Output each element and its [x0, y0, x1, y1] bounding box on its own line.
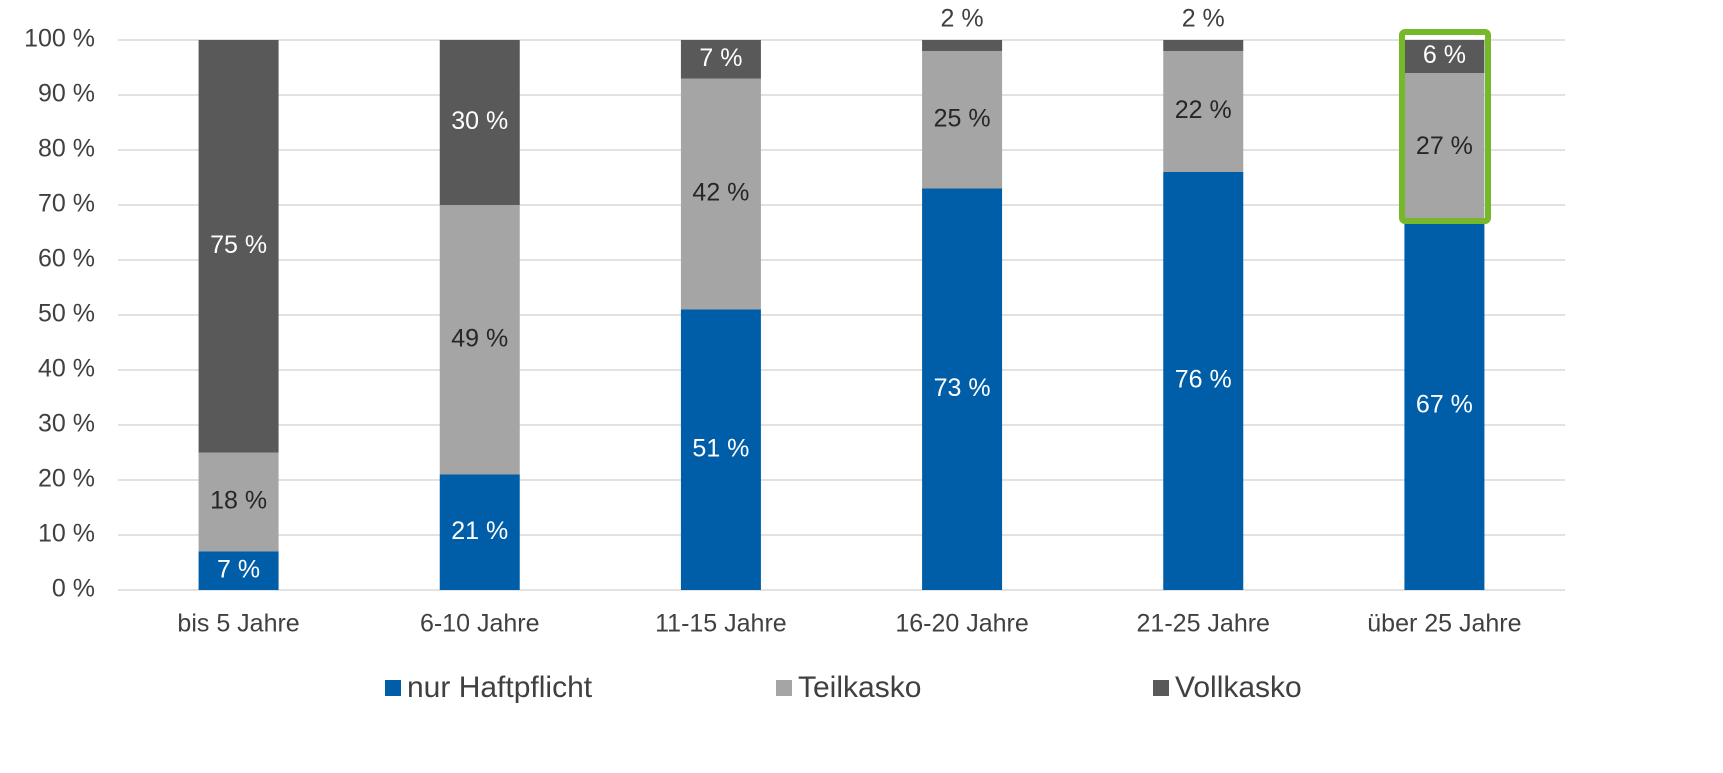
y-tick-label: 20 %	[38, 465, 95, 493]
x-tick-label: 11-15 Jahre	[655, 610, 787, 638]
y-tick-label: 40 %	[38, 355, 95, 383]
bar-segment	[1163, 172, 1244, 590]
legend-swatch	[1153, 680, 1169, 696]
bar-segment	[1404, 221, 1485, 590]
bar-segment	[1404, 40, 1485, 73]
data-label: 42 %	[692, 179, 749, 207]
legend-swatch	[776, 680, 792, 696]
bar-segment	[680, 309, 761, 590]
data-label: 7 %	[217, 555, 260, 583]
y-tick-label: 30 %	[38, 410, 95, 438]
data-label: 75 %	[210, 231, 267, 259]
bar-segment	[680, 78, 761, 310]
data-label: 27 %	[1416, 132, 1473, 160]
legend-swatch	[385, 680, 401, 696]
data-label: 73 %	[934, 374, 991, 402]
bar-segment	[439, 40, 520, 205]
x-tick-label: 6-10 Jahre	[420, 610, 540, 638]
y-tick-label: 70 %	[38, 190, 95, 218]
bar-segment	[198, 40, 279, 453]
data-label: 25 %	[934, 104, 991, 132]
data-label: 2 %	[941, 5, 984, 33]
x-tick-label: 21-25 Jahre	[1137, 610, 1270, 638]
bar-segment	[1163, 51, 1244, 172]
data-label: 30 %	[451, 107, 508, 135]
data-label: 22 %	[1175, 96, 1232, 124]
data-label: 21 %	[451, 517, 508, 545]
bar-segment	[198, 551, 279, 590]
data-label: 49 %	[451, 324, 508, 352]
bar-segment	[1163, 40, 1244, 51]
data-label: 18 %	[210, 487, 267, 515]
y-tick-label: 100 %	[24, 25, 95, 53]
data-label: 76 %	[1175, 366, 1232, 394]
x-tick-label: 16-20 Jahre	[895, 610, 1028, 638]
x-tick-label: bis 5 Jahre	[177, 610, 299, 638]
data-label: 2 %	[1182, 5, 1225, 33]
y-tick-label: 90 %	[38, 80, 95, 108]
bar-segment	[922, 188, 1003, 590]
data-label: 51 %	[692, 434, 749, 462]
bar-segment	[680, 40, 761, 79]
y-tick-label: 60 %	[38, 245, 95, 273]
y-tick-label: 0 %	[52, 575, 95, 603]
x-tick-label: über 25 Jahre	[1367, 610, 1521, 638]
bar-segment	[198, 452, 279, 552]
bar-segment	[922, 51, 1003, 189]
bar-segment	[439, 205, 520, 475]
y-tick-label: 10 %	[38, 520, 95, 548]
bar-segment	[1404, 73, 1485, 222]
data-label: 6 %	[1423, 41, 1466, 69]
legend-label: nur Haftpflicht	[407, 671, 593, 704]
highlight-box	[1399, 29, 1491, 224]
bar-segment	[439, 474, 520, 590]
legend-label: Teilkasko	[798, 671, 921, 704]
bar-segment	[922, 40, 1003, 51]
data-label: 67 %	[1416, 390, 1473, 418]
y-tick-label: 80 %	[38, 135, 95, 163]
data-label: 7 %	[699, 44, 742, 72]
y-tick-label: 50 %	[38, 300, 95, 328]
legend-label: Vollkasko	[1175, 671, 1302, 704]
